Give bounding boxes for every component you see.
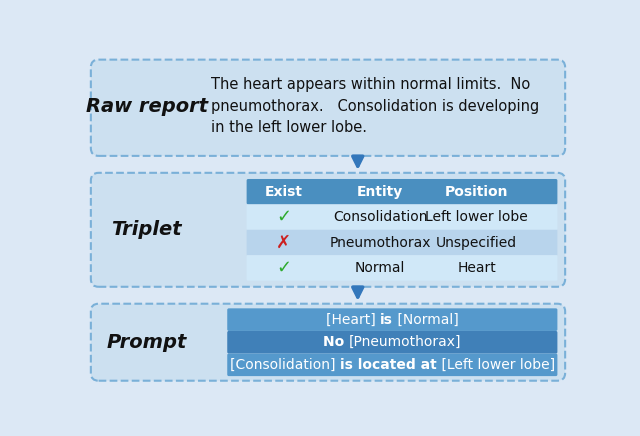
- Text: Position: Position: [445, 185, 508, 199]
- Text: [Left lower lobe]: [Left lower lobe]: [436, 358, 555, 372]
- FancyBboxPatch shape: [91, 173, 565, 287]
- Text: Left lower lobe: Left lower lobe: [425, 210, 528, 224]
- Text: is: is: [380, 313, 393, 327]
- Text: [Heart]: [Heart]: [326, 313, 380, 327]
- FancyBboxPatch shape: [227, 354, 557, 376]
- Text: Entity: Entity: [357, 185, 403, 199]
- FancyBboxPatch shape: [246, 255, 557, 281]
- FancyBboxPatch shape: [91, 304, 565, 381]
- Text: The heart appears within normal limits.  No
pneumothorax.   Consolidation is dev: The heart appears within normal limits. …: [211, 77, 540, 135]
- Text: Prompt: Prompt: [106, 333, 187, 352]
- FancyBboxPatch shape: [91, 60, 565, 156]
- FancyBboxPatch shape: [227, 331, 557, 354]
- Text: Consolidation: Consolidation: [333, 210, 428, 224]
- Text: ✓: ✓: [276, 208, 291, 226]
- Text: Unspecified: Unspecified: [436, 235, 517, 249]
- Text: Normal: Normal: [355, 261, 406, 275]
- Text: Triplet: Triplet: [111, 220, 182, 239]
- FancyBboxPatch shape: [246, 179, 557, 204]
- Text: No: No: [323, 335, 349, 349]
- Text: Exist: Exist: [265, 185, 303, 199]
- Text: Raw report: Raw report: [86, 97, 208, 116]
- Text: Heart: Heart: [457, 261, 496, 275]
- Text: Pneumothorax: Pneumothorax: [330, 235, 431, 249]
- Text: ✓: ✓: [276, 259, 291, 277]
- Text: [Normal]: [Normal]: [393, 313, 459, 327]
- Text: [Pneumothorax]: [Pneumothorax]: [349, 335, 461, 349]
- Text: [Consolidation]: [Consolidation]: [230, 358, 340, 372]
- FancyBboxPatch shape: [227, 308, 557, 331]
- FancyBboxPatch shape: [246, 230, 557, 255]
- Text: is located at: is located at: [340, 358, 436, 372]
- Text: ✗: ✗: [276, 234, 291, 252]
- FancyBboxPatch shape: [246, 204, 557, 230]
